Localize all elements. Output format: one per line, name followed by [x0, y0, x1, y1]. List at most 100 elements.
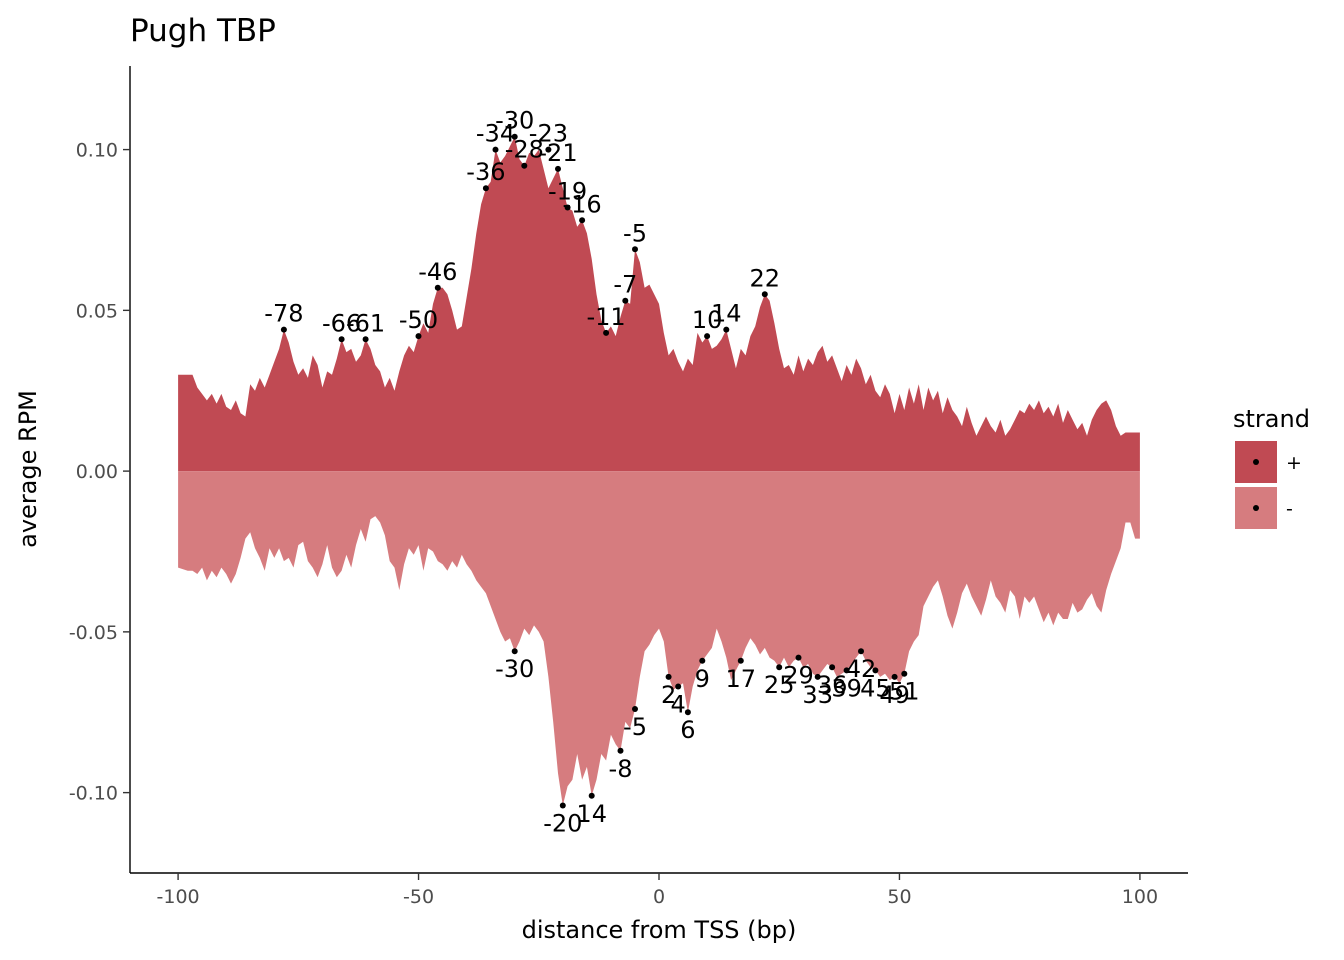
x-ticks: -100 -50 0 50 100	[157, 873, 1158, 908]
y-tick-label: 0.00	[76, 461, 118, 483]
legend-title: strand	[1233, 405, 1310, 433]
peak-label: 29	[783, 662, 814, 690]
peak-point	[482, 185, 489, 192]
peak-label: 36	[817, 671, 848, 699]
peak-label: 33	[802, 681, 833, 709]
x-axis-title: distance from TSS (bp)	[522, 916, 797, 944]
peak-point	[776, 664, 783, 671]
peak-point	[814, 673, 821, 680]
peak-point	[704, 333, 711, 340]
peak-point	[829, 664, 836, 671]
peak-point	[699, 657, 706, 664]
y-tick-label: -0.10	[69, 783, 118, 805]
peak-point	[603, 329, 610, 336]
peak-point	[511, 648, 518, 655]
peak-label: 14	[711, 300, 742, 328]
peak-point	[521, 162, 528, 169]
x-tick-label: 50	[887, 886, 911, 908]
legend-key-point	[1253, 459, 1259, 465]
peak-label: -46	[418, 258, 457, 286]
peak-label: -21	[538, 139, 577, 167]
peak-point	[564, 204, 571, 211]
legend-key-point	[1253, 505, 1259, 511]
peak-label: -28	[505, 136, 544, 164]
x-tick-label: -100	[157, 886, 200, 908]
peak-point	[492, 146, 499, 153]
peak-point	[891, 673, 898, 680]
peak-point	[858, 648, 864, 655]
peak-point	[723, 326, 730, 333]
peak-label: -36	[466, 158, 505, 186]
area-strand-minus	[178, 471, 1140, 806]
peak-label: -5	[623, 713, 647, 741]
peak-label: 42	[846, 655, 877, 683]
peak-label: 9	[695, 665, 710, 693]
peak-label: 25	[764, 671, 795, 699]
peak-label: -34	[476, 120, 515, 148]
peak-label: 6	[680, 716, 695, 744]
peak-label: 14	[576, 800, 607, 828]
peak-label: -61	[346, 309, 385, 337]
peak-label: 51	[889, 678, 920, 706]
legend-label: -	[1286, 498, 1293, 520]
x-tick-label: -50	[403, 886, 434, 908]
peak-label: -19	[548, 178, 587, 206]
peak-point	[665, 673, 672, 680]
y-axis-title: average RPM	[14, 390, 42, 548]
y-tick-label: 0.05	[76, 300, 118, 322]
peak-point	[675, 683, 682, 690]
peak-label: -20	[543, 810, 582, 838]
peak-point	[434, 284, 441, 291]
peak-point	[280, 326, 287, 333]
legend: strand + -	[1233, 405, 1310, 529]
plot-areas	[178, 136, 1140, 806]
peak-point	[511, 133, 518, 140]
peak-label: -50	[399, 306, 438, 334]
peak-label: -66	[322, 309, 361, 337]
peak-point	[632, 246, 638, 253]
peak-point	[737, 657, 744, 664]
peak-label: 39	[831, 674, 862, 702]
peak-point	[555, 165, 561, 172]
peak-label: 17	[726, 665, 757, 693]
peak-point	[545, 146, 552, 153]
peak-label: -23	[529, 120, 568, 148]
peak-label: 10	[692, 306, 723, 334]
peak-point	[901, 670, 908, 677]
peak-label: -78	[264, 300, 303, 328]
y-tick-label: -0.05	[69, 622, 118, 644]
peak-point	[795, 654, 802, 661]
peak-labels: -78 -66-61 -50-46-36-34-30-28-23-21-19-16-…	[264, 107, 919, 838]
legend-label: +	[1286, 452, 1302, 474]
peak-points	[280, 133, 908, 809]
peak-label: 4	[671, 691, 686, 719]
x-tick-label: 0	[653, 886, 665, 908]
peak-point	[872, 667, 879, 674]
x-tick-label: 100	[1122, 886, 1158, 908]
peak-label: -30	[495, 107, 534, 135]
peak-point	[588, 792, 595, 799]
peak-point	[559, 802, 566, 809]
peak-label: -30	[495, 655, 534, 683]
peak-label: 2	[661, 681, 676, 709]
peak-point	[579, 217, 586, 224]
peak-point	[617, 747, 624, 754]
peak-label: -8	[609, 755, 633, 783]
peak-label: -11	[586, 303, 625, 331]
area-strand-plus	[178, 136, 1140, 472]
peak-label: -5	[623, 219, 647, 247]
y-ticks: -0.10 -0.05 0.00 0.05 0.10	[69, 140, 130, 805]
peak-point	[362, 336, 369, 343]
peak-point	[415, 333, 422, 340]
y-tick-label: 0.10	[76, 140, 118, 162]
chart-title: Pugh TBP	[130, 13, 276, 49]
peak-point	[338, 336, 345, 343]
peak-label: 22	[750, 264, 781, 292]
peak-point	[843, 667, 850, 674]
peak-point	[761, 291, 768, 298]
peak-label: -7	[613, 271, 637, 299]
peak-label: -16	[562, 190, 601, 218]
peak-point	[622, 297, 629, 304]
peak-label: 45	[860, 674, 891, 702]
